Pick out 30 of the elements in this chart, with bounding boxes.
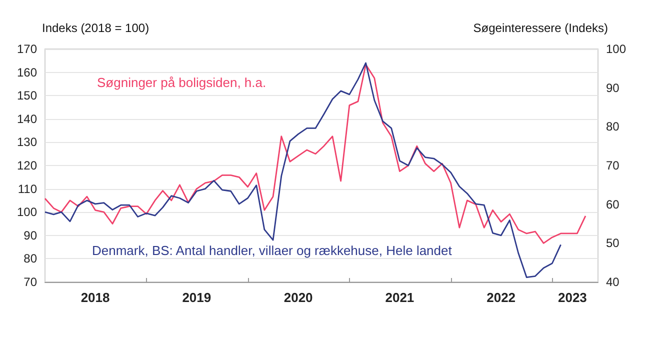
y2-axis-title: Søgeinteressere (Indeks): [473, 21, 608, 35]
x-tick-label: 2021: [385, 290, 414, 305]
x-tick-label: 2023: [558, 290, 587, 305]
y2-tick-label: 90: [606, 80, 620, 95]
y2-tick-label: 100: [606, 42, 626, 56]
y-tick-label: 120: [16, 158, 38, 172]
y2-tick-label: 40: [606, 275, 620, 289]
y-tick-label: 70: [24, 275, 38, 289]
y2-tick-label: 50: [606, 236, 620, 250]
series-label: Denmark, BS: Antal handler, villaer og rækkehuse, Hele landet: [92, 243, 452, 258]
y2-tick-label: 70: [606, 158, 620, 172]
y-tick-label: 90: [24, 228, 38, 242]
line-series: [44, 64, 586, 244]
x-tick-label: 2022: [486, 290, 516, 305]
x-tick-label: 2018: [80, 290, 110, 305]
x-tick-label: 2019: [182, 290, 212, 305]
y-axis-title: Indeks (2018 = 100): [42, 21, 150, 35]
y-tick-label: 150: [16, 88, 38, 103]
y-tick-label: 140: [16, 112, 38, 126]
y-tick-label: 80: [24, 252, 38, 266]
y-tick-label: 170: [16, 42, 38, 56]
y-tick-label: 160: [16, 65, 38, 80]
line-series: [44, 62, 562, 278]
text: Søgninger på boligsiden, h.a.: [97, 75, 266, 90]
y-tick-label: 130: [16, 135, 38, 150]
y2-tick-label: 80: [606, 120, 620, 134]
y-tick-label: 110: [18, 182, 38, 196]
y-tick-label: 100: [16, 205, 38, 220]
x-tick-label: 2020: [284, 290, 313, 305]
y2-tick-label: 60: [606, 197, 620, 212]
